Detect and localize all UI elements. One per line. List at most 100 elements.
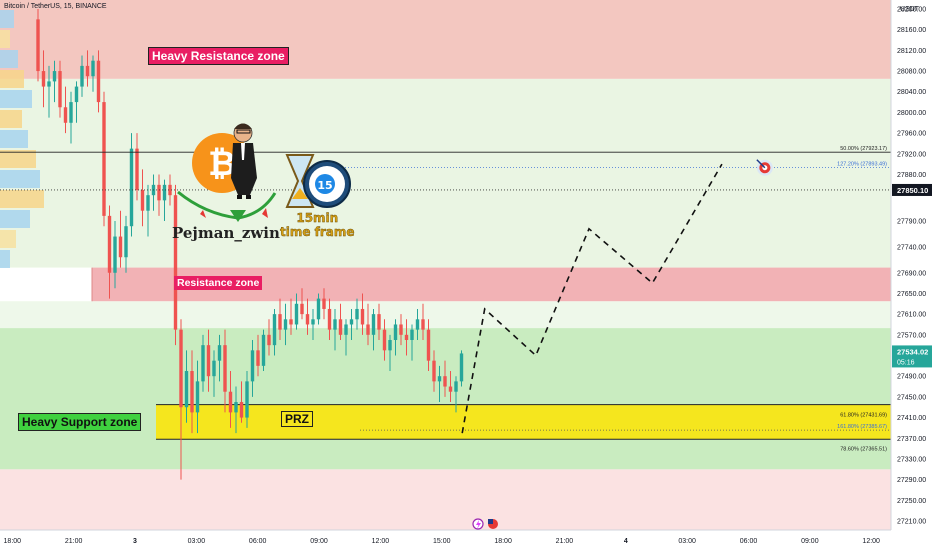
logo-mark-right	[262, 208, 268, 218]
heavy-resistance-zone	[0, 0, 891, 79]
candle-body	[250, 350, 255, 382]
candle-body	[338, 319, 343, 335]
candle-body	[426, 329, 431, 361]
price-tick-label: 27960.00	[897, 131, 926, 138]
candle-body	[289, 319, 293, 325]
candle-body	[404, 334, 409, 340]
time-axis[interactable]: 18:00 21:00 3 03:00 06:00 09:00 12:00 15:00 18:0…	[0, 529, 891, 545]
candle-body	[162, 184, 167, 201]
candle-body	[157, 184, 161, 201]
price-tick-label: 27410.00	[897, 415, 926, 422]
time-tick-label: 09:00	[310, 538, 328, 545]
candle-body	[239, 402, 244, 418]
candle-body	[261, 334, 266, 366]
price-tick-label: 27210.00	[897, 519, 926, 526]
candle-body	[217, 345, 222, 361]
current-price-countdown: 05:16	[897, 359, 915, 366]
marked-price-badge	[892, 183, 932, 196]
candle-body	[305, 314, 310, 325]
price-tick-label: 28200.00	[897, 7, 926, 14]
price-tick-label: 27880.00	[897, 172, 926, 179]
price-tick-label: 28000.00	[897, 110, 926, 117]
candle-body	[195, 381, 200, 413]
candles-layer	[36, 9, 464, 480]
price-tick-label: 28040.00	[897, 89, 926, 96]
candle-body	[212, 360, 216, 377]
candle-body	[245, 381, 249, 418]
fib-levels: 50.00% (27923.17) 127.20% (27893.49) 61.80…	[837, 146, 887, 452]
candle-body	[388, 339, 392, 351]
volume-profile	[0, 10, 44, 268]
target-arrow	[756, 159, 766, 169]
event-icons[interactable]	[472, 518, 498, 530]
candle-body	[63, 107, 68, 123]
time-tick-label: 06:00	[740, 538, 758, 545]
mid-neutral-band	[0, 301, 891, 329]
fib-level-label: 78.60% (27365.51)	[840, 447, 887, 453]
candle-body	[80, 65, 84, 87]
price-tick-label: 27570.00	[897, 332, 926, 339]
volume-bar	[0, 170, 40, 188]
timeframe-line-1: 15min	[296, 211, 339, 225]
timeframe-badge: 15	[285, 154, 351, 208]
candle-body	[113, 236, 117, 273]
candle-body	[459, 353, 464, 382]
candle-body	[69, 102, 73, 123]
candle-body	[234, 402, 238, 413]
price-tick-label: 28160.00	[897, 27, 926, 34]
time-tick-label: 03:00	[188, 538, 206, 545]
candle-body	[278, 314, 282, 330]
candle-body	[300, 303, 304, 315]
candle-body	[443, 376, 447, 387]
time-tick-label: 21:00	[65, 538, 83, 545]
candle-body	[223, 345, 227, 392]
candle-body	[179, 329, 183, 408]
time-tick-label: 06:00	[249, 538, 267, 545]
price-tick-label: 28080.00	[897, 69, 926, 76]
volume-bar	[0, 10, 14, 28]
price-tick-label: 27690.00	[897, 270, 926, 277]
author-name: Pejman_zwin	[172, 224, 280, 242]
volume-bar	[0, 130, 28, 148]
time-tick-label: 12:00	[372, 538, 390, 545]
candle-body	[184, 371, 189, 408]
candle-body	[377, 314, 381, 330]
volume-bar	[0, 150, 36, 168]
candle-body	[146, 195, 150, 211]
candle-body	[168, 184, 172, 196]
candle-body	[201, 345, 205, 382]
candle-body	[41, 71, 46, 87]
volume-bar	[0, 230, 16, 248]
volume-bar	[0, 30, 10, 48]
candle-body	[432, 360, 436, 382]
candle-body	[272, 314, 277, 346]
currency-label: USDT	[900, 6, 920, 13]
time-tick-label: 21:00	[556, 538, 574, 545]
candle-body	[228, 391, 233, 413]
price-axis[interactable]: USDT 28200.00 28160.00 28120.00 28080.00 280…	[890, 0, 932, 530]
chart-title: Bitcoin / TetherUS, 15, BINANCE	[4, 3, 107, 10]
candle-body	[437, 376, 442, 382]
candle-body	[448, 386, 453, 392]
candle-body	[355, 308, 359, 320]
horizontal-lines	[0, 151, 891, 431]
time-tick-label: 3	[133, 538, 137, 545]
price-tick-label: 27450.00	[897, 394, 926, 401]
candle-body	[102, 102, 106, 216]
candle-body	[129, 148, 134, 227]
candle-body	[118, 236, 123, 258]
volume-bar	[0, 50, 18, 68]
candle-body	[124, 226, 128, 258]
candle-body	[173, 195, 178, 330]
price-tick-label: 28120.00	[897, 48, 926, 55]
candle-body	[311, 319, 315, 325]
price-tick-label: 27610.00	[897, 312, 926, 319]
zones-layer	[0, 0, 891, 530]
time-tick-label: 18:00	[4, 538, 22, 545]
volume-bar	[0, 250, 10, 268]
candle-body	[52, 71, 57, 82]
lower-pink-band	[0, 469, 891, 530]
current-price-value: 27534.02	[897, 347, 928, 356]
candle-body	[344, 324, 348, 335]
